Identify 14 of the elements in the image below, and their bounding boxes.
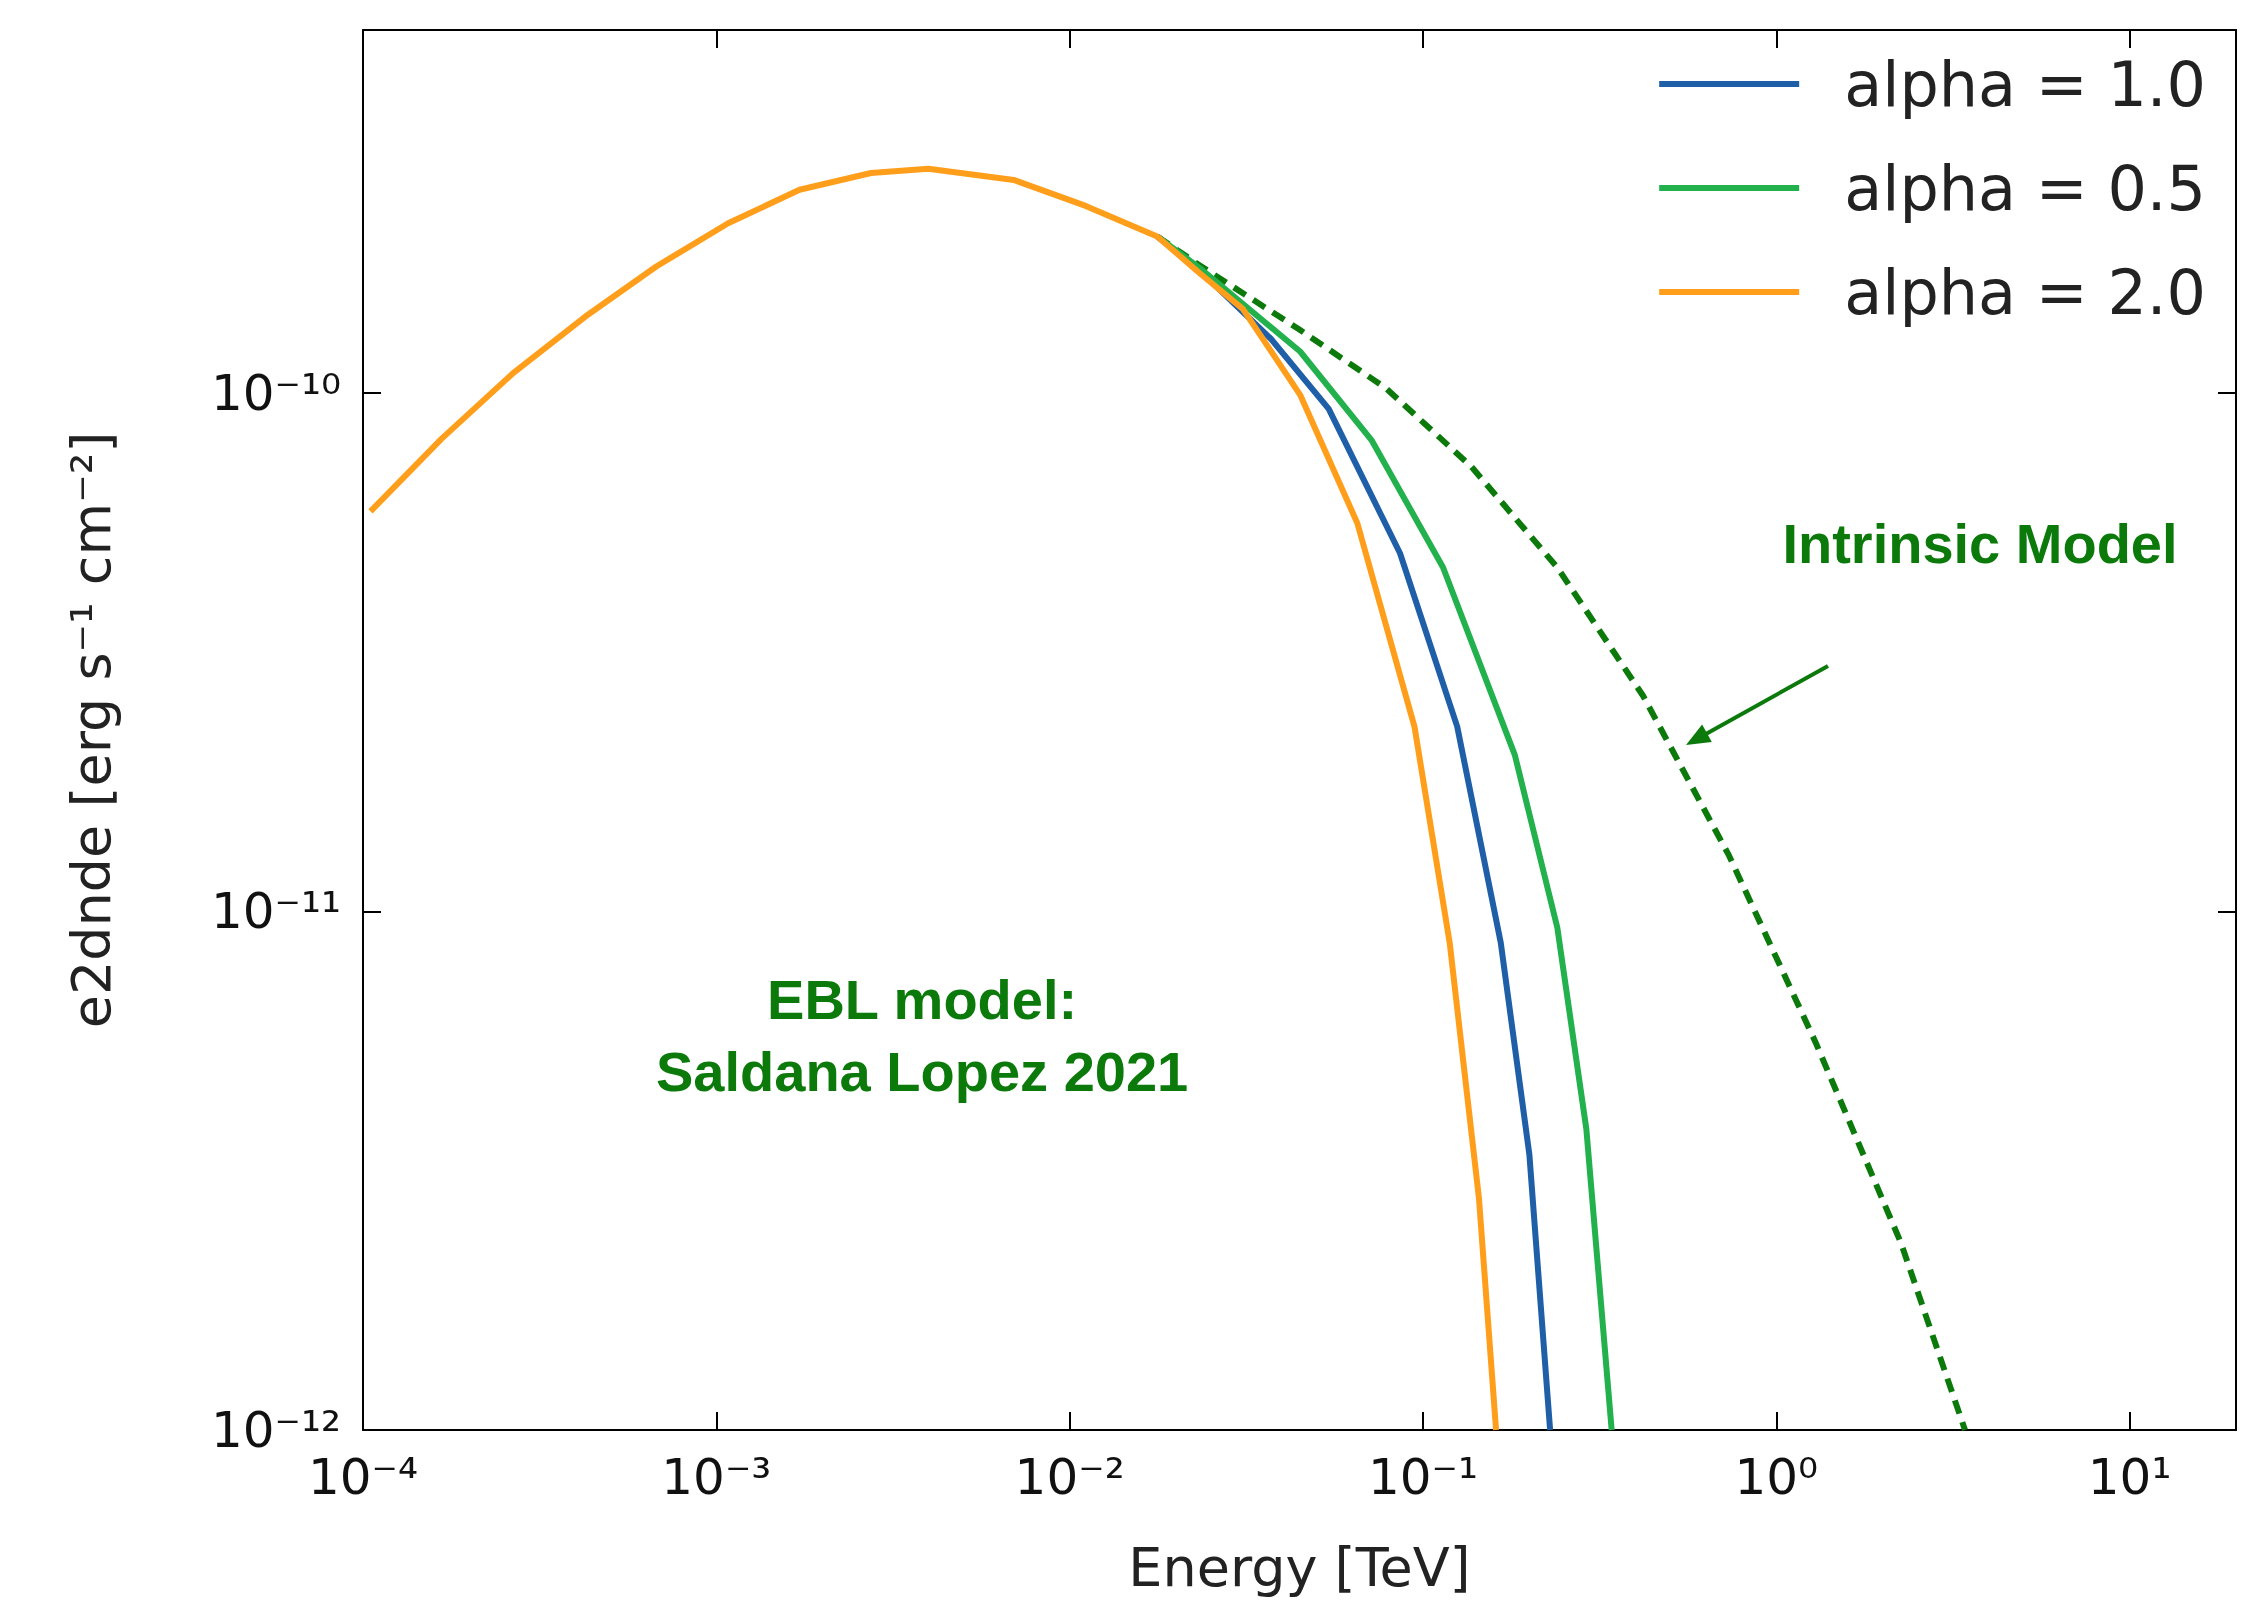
y-tick-label: 10⁻¹¹: [210, 882, 341, 941]
annotation: EBL model: Saldana Lopez 2021: [656, 967, 1189, 1103]
legend-label: alpha = 2.0: [1844, 255, 2206, 329]
x-tick-label: 10⁻³: [661, 1448, 772, 1506]
x-axis-title: Energy [TeV]: [1128, 1535, 1471, 1599]
x-tick-label: 10¹: [2087, 1448, 2172, 1506]
annotation: Intrinsic Model: [1782, 511, 2178, 575]
y-axis-title: e2dnde [erg s⁻¹ cm⁻²]: [59, 431, 123, 1029]
legend-label: alpha = 1.0: [1844, 47, 2206, 121]
x-tick-label: 10⁻¹: [1367, 1448, 1479, 1506]
x-tick-label: 10⁰: [1734, 1448, 1819, 1506]
y-tick-label: 10⁻¹⁰: [210, 363, 341, 422]
x-tick-label: 10⁻²: [1014, 1448, 1125, 1506]
legend-label: alpha = 0.5: [1844, 151, 2206, 225]
